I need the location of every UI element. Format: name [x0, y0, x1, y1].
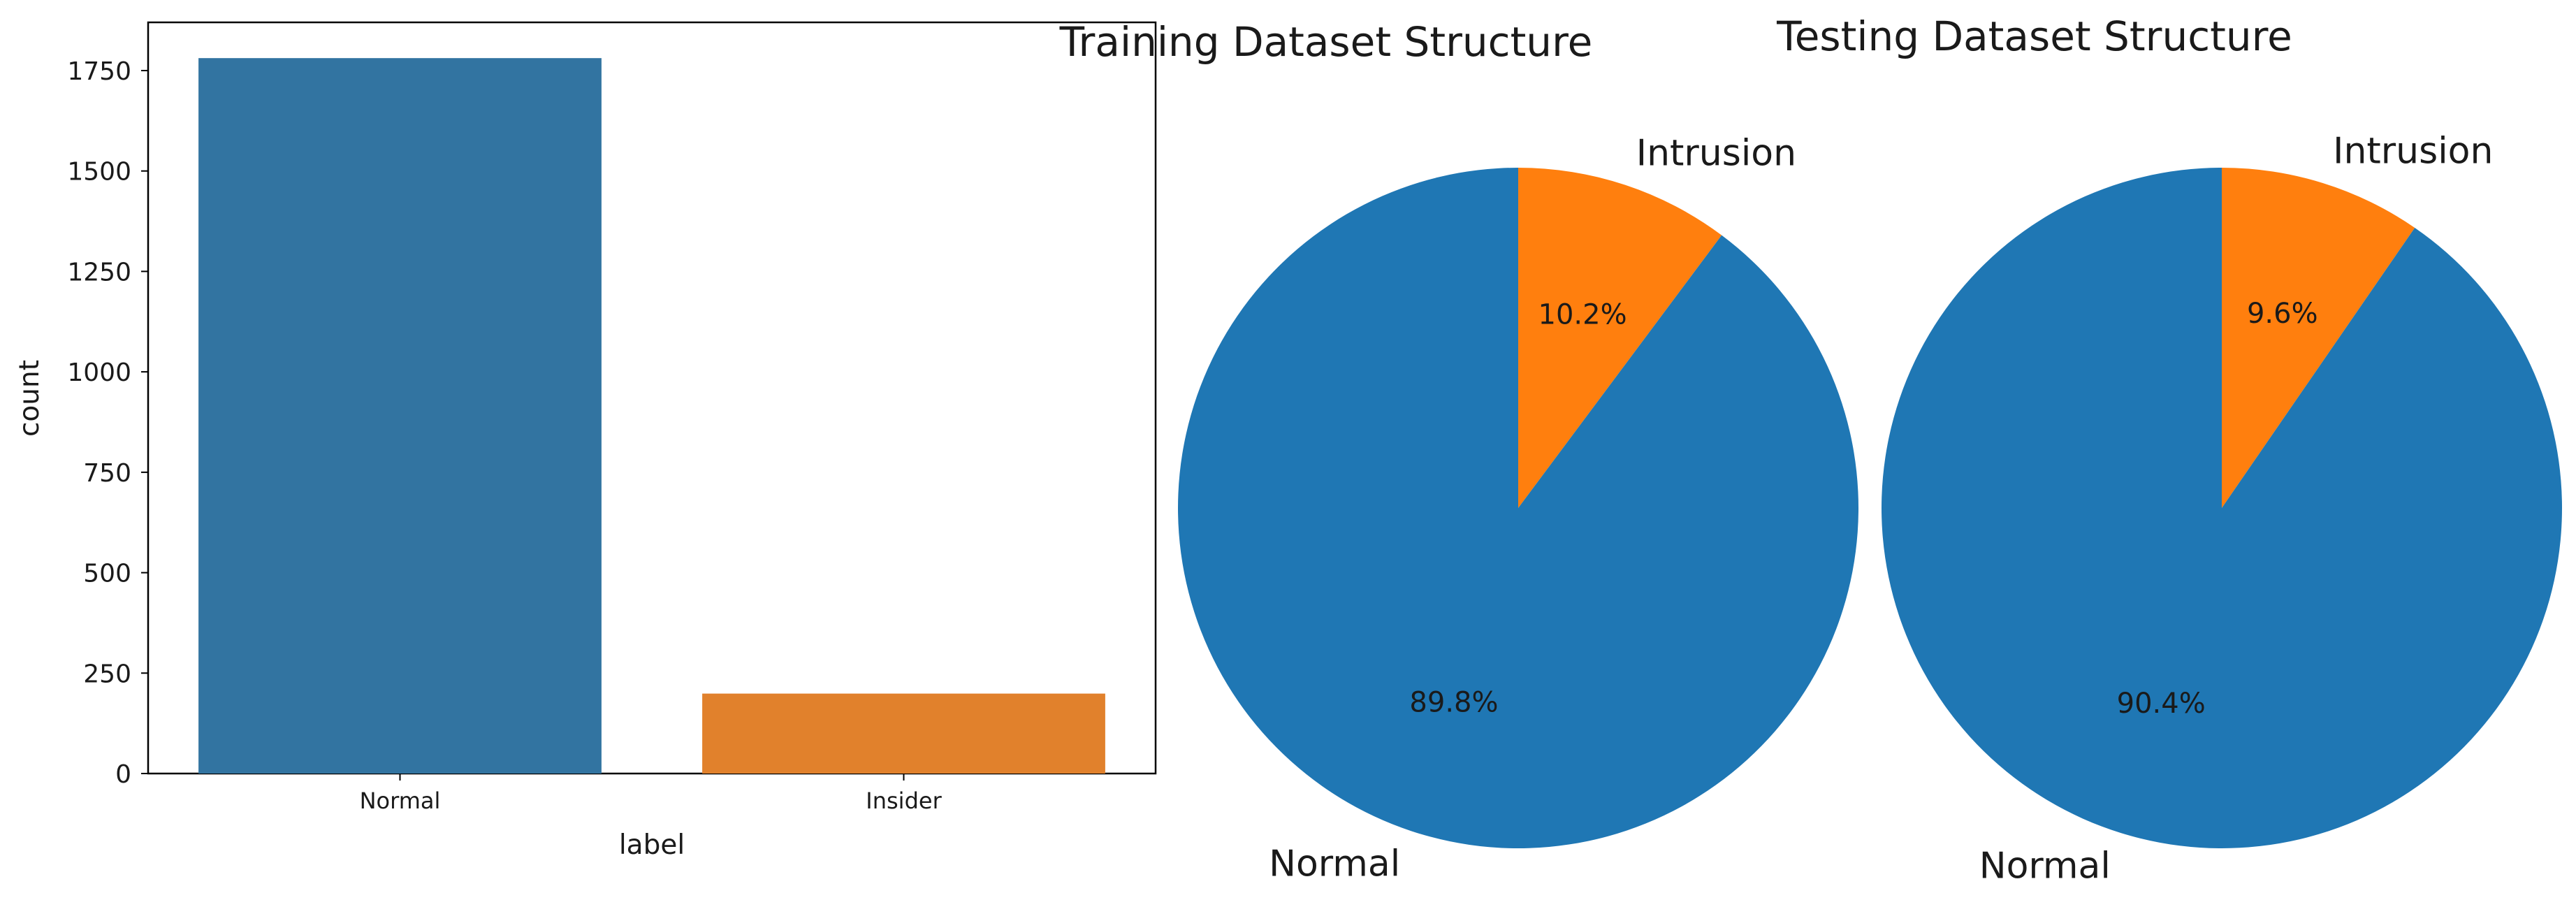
y-axis-ticks: 0 250 500 750 1000 1250 1500 1750 — [67, 57, 148, 789]
pie-percent-label: 9.6% — [2247, 298, 2318, 330]
pie-category-label: Intrusion — [1636, 133, 1796, 175]
pie-category-label: Intrusion — [2333, 130, 2493, 172]
pie-percent-label: 10.2% — [1538, 299, 1627, 331]
pie-slice-normal — [1178, 168, 1859, 848]
y-tick-label: 1250 — [67, 258, 131, 286]
pie-percent-label: 90.4% — [2117, 688, 2206, 720]
pie-slice-intrusion — [1518, 168, 1722, 508]
y-tick-label: 750 — [83, 459, 131, 488]
pie-slice-normal — [1882, 168, 2562, 848]
pie-slice-intrusion — [2222, 168, 2415, 508]
pie-chart-testing: Testing Dataset Structure 9.6%Intrusion9… — [1776, 13, 2562, 887]
x-tick-label: Normal — [360, 788, 441, 814]
pie-1-marks: 10.2% Intrusion 89.8% Normal — [1178, 133, 1859, 885]
x-tick-label: Insider — [866, 788, 942, 814]
pie-category-label: Normal — [1269, 843, 1400, 885]
pie-title-testing: Testing Dataset Structure — [1776, 13, 2292, 60]
y-tick-label: 500 — [83, 560, 131, 588]
pie-percent-label: 89.8% — [1409, 686, 1498, 718]
y-tick-label: 0 — [115, 760, 131, 789]
pie-2-marks: 9.6% Intrusion 90.4% Normal — [1882, 130, 2562, 887]
bar-chart: 0 250 500 750 1000 1250 1500 1750 Normal Insider… — [14, 21, 1157, 861]
y-tick-label: 1500 — [67, 158, 131, 187]
pie-chart-training: Training Dataset Structure 10.2% Intrusio… — [1059, 18, 1859, 885]
y-axis-label: count — [14, 360, 45, 437]
bar-marks — [198, 58, 1105, 774]
pie-category-label: Normal — [1979, 845, 2111, 887]
y-tick-label: 1750 — [67, 57, 131, 86]
bar-insider — [702, 693, 1105, 774]
pie-title-training: Training Dataset Structure — [1059, 18, 1593, 66]
x-axis-ticks: Normal Insider — [360, 774, 943, 814]
y-tick-label: 1000 — [67, 358, 131, 387]
x-axis-label: label — [619, 829, 685, 861]
y-tick-label: 250 — [83, 660, 131, 688]
bar-normal — [198, 58, 602, 774]
